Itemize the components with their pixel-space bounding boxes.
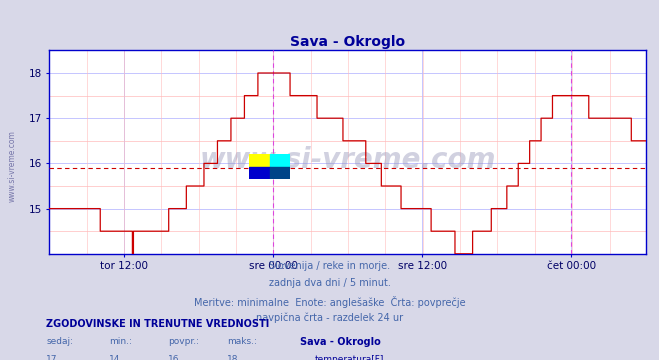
Bar: [249, 154, 270, 167]
Text: www.si-vreme.com: www.si-vreme.com: [200, 146, 496, 174]
Text: 16: 16: [168, 355, 179, 360]
Text: maks.:: maks.:: [227, 337, 257, 346]
Text: zadnja dva dni / 5 minut.: zadnja dva dni / 5 minut.: [269, 278, 390, 288]
Text: ZGODOVINSKE IN TRENUTNE VREDNOSTI: ZGODOVINSKE IN TRENUTNE VREDNOSTI: [46, 319, 270, 329]
Title: Sava - Okroglo: Sava - Okroglo: [290, 35, 405, 49]
Bar: [270, 167, 290, 179]
Text: 17: 17: [46, 355, 57, 360]
Text: Slovenija / reke in morje.: Slovenija / reke in morje.: [269, 261, 390, 271]
Text: www.si-vreme.com: www.si-vreme.com: [8, 130, 17, 202]
Bar: [249, 167, 270, 179]
Text: min.:: min.:: [109, 337, 132, 346]
Text: sedaj:: sedaj:: [46, 337, 73, 346]
Text: povpr.:: povpr.:: [168, 337, 199, 346]
Text: navpična črta - razdelek 24 ur: navpična črta - razdelek 24 ur: [256, 313, 403, 323]
Text: 18: 18: [227, 355, 239, 360]
Text: temperatura[F]: temperatura[F]: [314, 355, 384, 360]
Text: 14: 14: [109, 355, 120, 360]
Text: Sava - Okroglo: Sava - Okroglo: [300, 337, 381, 347]
Bar: [270, 154, 290, 167]
Text: Meritve: minimalne  Enote: anglešaške  Črta: povprečje: Meritve: minimalne Enote: anglešaške Črt…: [194, 296, 465, 307]
